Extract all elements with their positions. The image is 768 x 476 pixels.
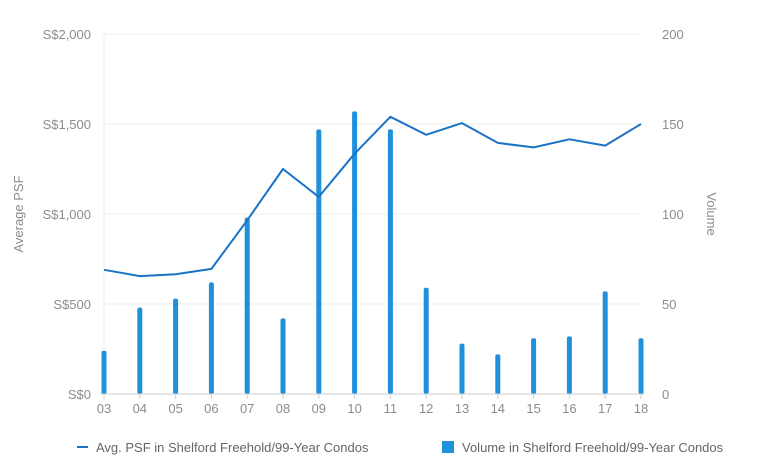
y-axis-title: Average PSF [11, 175, 26, 252]
bar [459, 343, 465, 394]
bar [208, 282, 214, 394]
legend-bar-label: Volume in Shelford Freehold/99-Year Cond… [462, 440, 724, 455]
series-line [103, 115, 642, 278]
x-tick-label: 13 [455, 401, 469, 416]
bar [173, 298, 179, 394]
y2-tick-label: 150 [662, 117, 684, 132]
bar [244, 217, 250, 394]
x-tick-label: 12 [419, 401, 433, 416]
x-tick-label: 14 [491, 401, 505, 416]
x-tick-label: 04 [133, 401, 147, 416]
x-tick-label: 03 [97, 401, 111, 416]
legend-bar-swatch [442, 441, 454, 453]
bar [602, 291, 608, 394]
y-tick-label: S$1,000 [43, 207, 91, 222]
bar [387, 129, 393, 394]
bar [280, 318, 286, 394]
y2-tick-label: 200 [662, 27, 684, 42]
bar [101, 350, 107, 394]
x-tick-label: 10 [347, 401, 361, 416]
y-tick-label: S$1,500 [43, 117, 91, 132]
bar [137, 307, 143, 394]
x-tick-label: 08 [276, 401, 290, 416]
y2-tick-label: 50 [662, 297, 676, 312]
bar [423, 287, 429, 394]
bar [531, 338, 537, 394]
bar [495, 354, 501, 394]
legend-line-label: Avg. PSF in Shelford Freehold/99-Year Co… [96, 440, 369, 455]
x-tick-label: 11 [384, 401, 398, 416]
y2-axis-title: Volume [704, 192, 719, 235]
y2-tick-label: 100 [662, 207, 684, 222]
x-tick-label: 09 [312, 401, 326, 416]
x-tick-label: 05 [168, 401, 182, 416]
y-tick-label: S$0 [68, 387, 91, 402]
y-tick-label: S$500 [53, 297, 91, 312]
y2-tick-label: 0 [662, 387, 669, 402]
x-tick-label: 07 [240, 401, 254, 416]
x-tick-label: 17 [598, 401, 612, 416]
x-tick-label: 06 [204, 401, 218, 416]
x-tick-label: 16 [562, 401, 576, 416]
bar [638, 338, 644, 394]
x-tick-label: 15 [526, 401, 540, 416]
y-tick-label: S$2,000 [43, 27, 91, 42]
bar [316, 129, 322, 394]
x-tick-label: 18 [634, 401, 648, 416]
bar [566, 336, 572, 394]
bar [352, 111, 358, 395]
